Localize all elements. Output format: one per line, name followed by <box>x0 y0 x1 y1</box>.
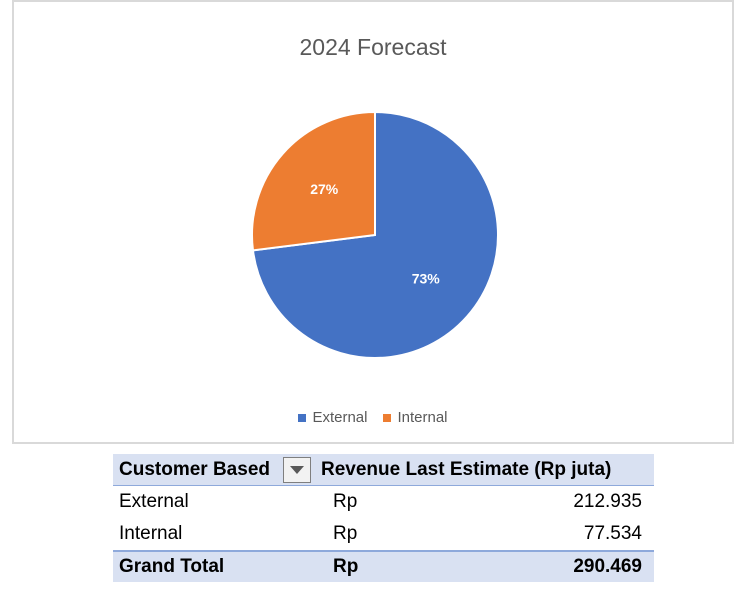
legend-swatch-external <box>298 413 307 422</box>
legend-label-internal: Internal <box>397 409 448 426</box>
grand-total-row: Grand Total Rp 290.469 <box>113 550 654 582</box>
filter-dropdown-button[interactable] <box>283 456 311 483</box>
legend-swatch-internal <box>383 413 392 422</box>
pie-slice-internal[interactable] <box>251 110 376 252</box>
legend-label-external: External <box>312 409 368 426</box>
header-revenue: Revenue Last Estimate (Rp juta) <box>321 458 612 480</box>
legend-item-internal: Internal <box>383 409 448 426</box>
cell-currency: Rp <box>333 523 358 544</box>
cell-customer: Internal <box>119 523 183 544</box>
chart-title: 2024 Forecast <box>299 34 447 60</box>
header-customer-based: Customer Based <box>119 458 270 480</box>
cell-amount: 77.534 <box>583 523 642 544</box>
grand-total-label: Grand Total <box>119 556 225 577</box>
grand-total-currency: Rp <box>333 556 359 577</box>
legend-item-external: External <box>298 409 367 426</box>
cell-currency: Rp <box>333 491 358 512</box>
chart-area[interactable]: 2024 Forecast 73% 27% External Internal <box>12 0 734 444</box>
pivot-header-row: Customer Based Revenue Last Estimate (Rp… <box>113 454 654 486</box>
cell-customer: External <box>119 491 189 512</box>
cell-amount: 212.935 <box>573 491 642 512</box>
pivot-table: Customer Based Revenue Last Estimate (Rp… <box>113 454 654 582</box>
chart-legend: External Internal <box>14 409 732 426</box>
table-row-internal: Internal Rp 77.534 <box>113 518 654 550</box>
dropdown-triangle-icon <box>290 465 304 474</box>
data-label-external: 73% <box>412 270 441 286</box>
grand-total-amount: 290.469 <box>573 556 642 577</box>
table-row-external: External Rp 212.935 <box>113 486 654 518</box>
pie-chart: 73% 27% <box>251 110 499 359</box>
data-label-internal: 27% <box>310 181 339 197</box>
